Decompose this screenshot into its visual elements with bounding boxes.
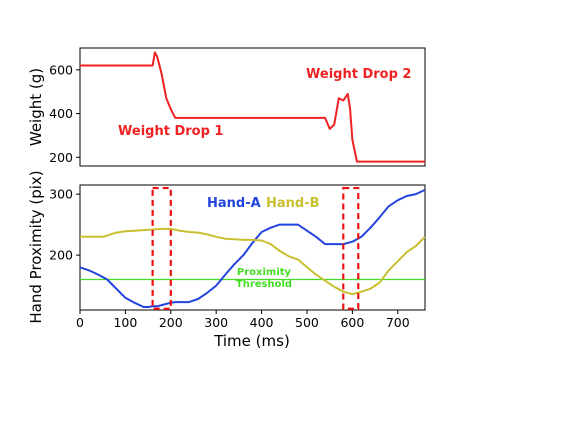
proximity-x-tick-label: 400 [250, 315, 274, 330]
proximity-x-axis-label: Time (ms) [213, 332, 290, 350]
proximity-x-tick-label: 300 [204, 315, 228, 330]
proximity-panel: 200 300 0 100 200 300 400 500 600 700 Hand Proxi… [27, 170, 426, 350]
weight-series [80, 51, 425, 163]
highlight-boxes [151, 186, 360, 310]
threshold-label-line2: Threshold [236, 279, 292, 290]
weight-drop-2-annotation: Weight Drop 2 [306, 67, 411, 82]
proximity-x-tick-label: 600 [340, 315, 364, 330]
proximity-series [79, 188, 426, 308]
legend-hand-b: Hand-B [266, 196, 320, 211]
proximity-x-tick-label: 500 [295, 315, 319, 330]
proximity-x-tick-label: 100 [113, 315, 137, 330]
weight-y-tick-label: 400 [49, 106, 73, 121]
weight-series-line [80, 51, 425, 163]
proximity-x-ticks: 0 100 200 300 400 500 600 700 [76, 310, 410, 330]
proximity-y-axis-label: Hand Proximity (pix) [27, 170, 45, 323]
proximity-x-tick-label: 200 [159, 315, 183, 330]
weight-y-axis-label: Weight (g) [27, 68, 45, 146]
proximity-x-tick-label: 0 [76, 315, 84, 330]
weight-y-tick-label: 600 [49, 62, 73, 77]
proximity-y-tick-label: 200 [49, 248, 73, 263]
proximity-x-tick-label: 700 [386, 315, 410, 330]
weight-y-tick-label: 200 [49, 150, 73, 165]
weight-drop-1-annotation: Weight Drop 1 [118, 124, 223, 139]
proximity-panel-frame [79, 184, 426, 311]
weight-panel-frame [79, 47, 426, 167]
highlight-box-2 [342, 186, 360, 310]
proximity-y-ticks: 200 300 [49, 187, 80, 263]
highlight-box-1 [151, 186, 172, 310]
weight-y-ticks: 200 400 600 [49, 62, 80, 165]
hand-a-line [79, 188, 426, 308]
proximity-y-tick-label: 300 [49, 187, 73, 202]
hand-b-line [80, 227, 426, 296]
legend-hand-a: Hand-A [207, 196, 261, 211]
threshold-label-line1: Proximity [237, 267, 292, 278]
weight-panel: 200 400 600 Weight (g) Weight Drop 1 Weigh… [27, 47, 426, 167]
